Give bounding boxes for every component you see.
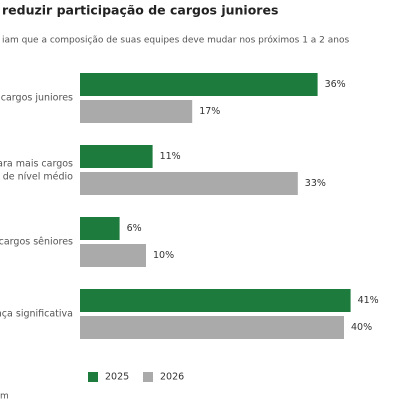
- source: m: [0, 392, 9, 402]
- value-label: 40%: [351, 322, 372, 333]
- legend-swatch: [143, 372, 153, 382]
- value-label: 33%: [305, 178, 326, 189]
- bar: [80, 316, 344, 339]
- bar: [80, 172, 298, 195]
- legend-label: 2026: [160, 372, 184, 383]
- value-label: 36%: [325, 79, 346, 90]
- chart-title: reduzir participação de cargos juniores: [2, 3, 278, 18]
- value-label: 6%: [127, 223, 142, 234]
- bar: [80, 289, 351, 312]
- category-label: ança significativa: [0, 309, 73, 320]
- category-label: s cargos juniores: [0, 93, 73, 104]
- value-label: 11%: [160, 151, 181, 162]
- category-label: para mais cargos de nível médio: [0, 158, 73, 182]
- value-label: 41%: [358, 295, 379, 306]
- bar: [80, 73, 318, 96]
- value-label: 10%: [153, 250, 174, 261]
- bar: [80, 217, 120, 240]
- bar: [80, 100, 193, 123]
- category-label: s cargos sêniores: [0, 237, 73, 248]
- value-label: 17%: [199, 106, 220, 117]
- legend-label: 2025: [105, 372, 129, 383]
- category-label-line: de nível médio: [3, 171, 73, 182]
- category-label-line: para mais cargos: [0, 158, 73, 169]
- legend-swatch: [88, 372, 98, 382]
- chart-subtitle: iam que a composição de suas equipes dev…: [2, 35, 349, 46]
- bar: [80, 244, 146, 267]
- bar: [80, 145, 153, 168]
